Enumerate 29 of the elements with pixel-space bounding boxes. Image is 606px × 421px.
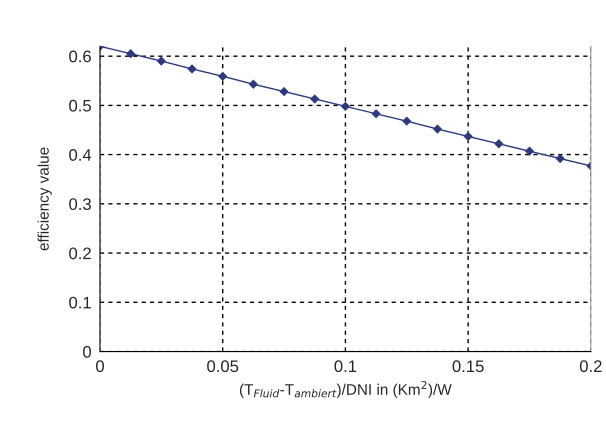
y-tick-label: 0 bbox=[83, 346, 92, 358]
y-axis-title: efficiency value bbox=[38, 148, 52, 250]
point bbox=[525, 146, 534, 156]
point bbox=[494, 139, 504, 148]
x-tick-label: 0.1 bbox=[334, 360, 356, 372]
y-tick-label: 0.6 bbox=[69, 50, 91, 62]
y-tick-label: 0.4 bbox=[69, 149, 92, 161]
point bbox=[218, 72, 228, 81]
point bbox=[310, 94, 320, 104]
y-tick-label: 0.1 bbox=[69, 296, 91, 309]
point bbox=[126, 49, 136, 58]
point bbox=[188, 64, 196, 74]
point bbox=[464, 132, 473, 141]
x-tick-label: 0.15 bbox=[452, 360, 484, 372]
point bbox=[402, 116, 412, 126]
x-tick-label: 0 bbox=[96, 360, 104, 372]
x-axis-title: (T$_{Fluid}$-T$_{ambiert}$)/DNI in (Km$^{2}$)/W bbox=[240, 380, 452, 398]
y-tick-label: 0.2 bbox=[69, 247, 91, 260]
x-tick-label: 0.05 bbox=[207, 360, 238, 372]
x-tick-label: 0.2 bbox=[580, 360, 602, 372]
point bbox=[433, 124, 442, 134]
point bbox=[248, 80, 258, 89]
y-tick-label: 0.5 bbox=[69, 100, 91, 112]
point bbox=[372, 109, 381, 118]
point bbox=[556, 154, 565, 164]
point bbox=[156, 56, 166, 66]
point bbox=[340, 102, 350, 111]
point bbox=[280, 87, 289, 96]
y-tick-label: 0.3 bbox=[69, 198, 91, 210]
